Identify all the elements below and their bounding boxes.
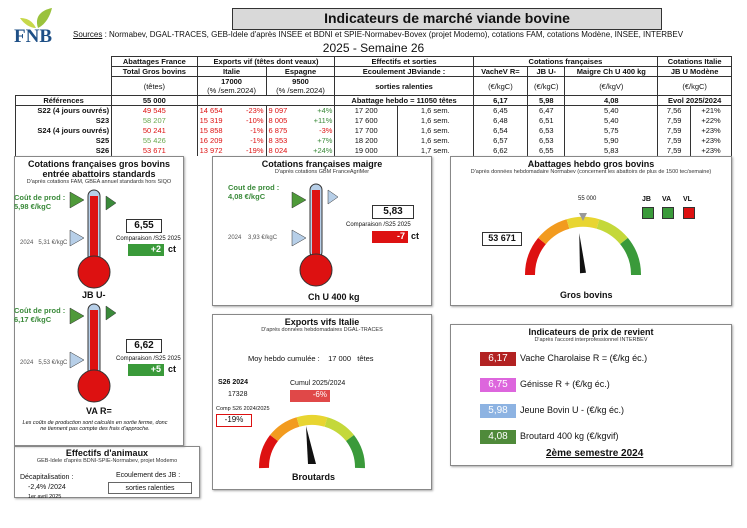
- maigre-cout-label: Cout de prod :: [228, 183, 280, 192]
- prix-label: Jeune Bovin U - (€/kg éc.): [520, 405, 625, 415]
- jb-value: 6,55: [126, 219, 162, 233]
- prix-title: Indicateurs de prix de revient: [528, 327, 654, 337]
- abattages-gauge: [524, 213, 642, 276]
- exports-gauge: [259, 414, 365, 469]
- maigre-thermometer: [291, 183, 339, 287]
- jb-cout-label: Coût de prod :: [14, 193, 66, 202]
- page-title: Indicateurs de marché viande bovine: [232, 8, 662, 30]
- va-delta: +5: [128, 364, 164, 376]
- effectifs-sub: GEB-Idele d'après BDNI-SPIE-Normabev, pr…: [36, 458, 178, 464]
- jb-thermometer: [69, 189, 117, 289]
- maigre-delta-unit: ct: [411, 231, 420, 241]
- va-thermometer: [69, 303, 117, 403]
- legend-vl-label: VL: [683, 196, 692, 203]
- maigre-name: Ch U 400 kg: [308, 292, 360, 302]
- va-name: VA R=: [86, 406, 112, 416]
- exports-comp-value: -19%: [216, 414, 252, 427]
- exports-title: Exports vifs Italie: [284, 317, 360, 327]
- subtitle: 2025 - Semaine 26: [322, 41, 425, 55]
- maigre-2024-value: 3,93 €/kgC: [248, 235, 278, 241]
- table-row: S22 (4 jours ouvrés) 49 545 14 654 -23% 9 09…: [14, 105, 732, 116]
- ecoul-label: Ecoulement des JB :: [116, 472, 181, 479]
- fnb-logo: [14, 6, 66, 50]
- table-row: S24 (4 jours ouvrés) 50 241 15 858 -1% 6 875…: [14, 125, 732, 136]
- exports-s26-label: S26 2024: [218, 379, 248, 386]
- abattages-value: 53 671: [482, 232, 522, 246]
- jb-delta-unit: ct: [168, 244, 177, 254]
- cotations-gros-bovins-panel: Cotations françaises gros bovins entrée …: [14, 156, 184, 446]
- prix-label: Broutard 400 kg (€/kgvif): [520, 431, 619, 441]
- prix-value: 6,17: [480, 352, 516, 366]
- maigre-cout-value: 4,08 €/kgC: [228, 192, 266, 201]
- va-cout-value: 6,17 €/kgC: [14, 315, 52, 324]
- va-cout-label: Coût de prod :: [14, 306, 66, 315]
- jb-delta: +2: [128, 244, 164, 256]
- legend-va-label: VA: [662, 196, 672, 203]
- ecoul-value: sorties ralenties: [108, 482, 192, 494]
- jb-name: JB U-: [82, 290, 106, 300]
- prix-sub: D'après l'accord interprofessionnel INTE…: [534, 337, 648, 343]
- prix-label: Vache Charolaise R = (€/kg éc.): [520, 353, 648, 363]
- maigre-2024-label: 2024: [228, 235, 242, 241]
- abattages-name: Gros bovins: [560, 290, 613, 300]
- abattages-title: Abattages hebdo gros bovins: [527, 159, 655, 169]
- exports-name: Broutards: [292, 472, 336, 482]
- table-row: S25 55 426 16 209 -1% 8 353 +7% 18 200 1,6 sem.…: [14, 135, 732, 146]
- logo-text: FNB: [14, 26, 52, 47]
- jb-comp-label: Comparaison /S25 2025: [116, 236, 181, 242]
- decap-date: 1er avril 2025: [28, 494, 62, 500]
- table-row: S26 53 671 13 972 -19% 8 024 +24% 19 000 1,7 se…: [14, 145, 732, 156]
- exports-comp-label: Comp S26 2024/2025: [216, 406, 270, 412]
- cotations-gb-title: Cotations françaises gros bovins entrée …: [27, 159, 171, 179]
- decap-label: Décapitalisation :: [20, 474, 74, 481]
- jb-2024-value: 5,31 €/kgC: [38, 240, 68, 246]
- exports-cumul-value: -6%: [290, 390, 330, 402]
- maigre-delta: -7: [372, 231, 408, 243]
- legend-vl-square: [683, 207, 695, 219]
- maigre-comp-label: Comparaison /S25 2025: [346, 222, 411, 228]
- va-delta-unit: ct: [168, 364, 177, 374]
- va-2024-label: 2024: [20, 360, 34, 366]
- maigre-panel: Cotations françaises maigre D'après cota…: [212, 156, 432, 306]
- sources: Sources : Normabev, DGAL-TRACES, GEB-Ide…: [73, 30, 684, 39]
- exports-panel: Exports vifs Italie D'après données hebd…: [212, 314, 432, 490]
- exports-sub: D'après données hebdomadaires DGAL-TRACE…: [261, 327, 383, 333]
- prix-panel: Indicateurs de prix de revient D'après l…: [450, 324, 732, 466]
- prix-label: Génisse R + (€/kg éc.): [520, 379, 610, 389]
- abattages-ref: 55 000: [578, 196, 597, 202]
- cout-note: Les coûts de production sont calculés en…: [22, 420, 168, 432]
- table-row: S23 58 207 15 319 -10% 8 005 +11% 17 600 1,6 se…: [14, 115, 732, 126]
- market-table: Abattages France Exports vif (têtes dont…: [14, 56, 732, 156]
- prix-semestre: 2ème semestre 2024: [546, 448, 644, 459]
- legend-jb-square: [642, 207, 654, 219]
- cotations-gb-sub: D'après cotations FAM, GBEA annuel stand…: [26, 179, 172, 185]
- maigre-value: 5,83: [372, 205, 414, 219]
- exports-s26-value: 17328: [228, 391, 248, 398]
- leaf-icon: [20, 8, 52, 28]
- abattages-sub: D'après données hebdomadaire Normabev (c…: [470, 169, 712, 175]
- maigre-sub: D'après cotations GBM FranceAgriMer: [274, 169, 370, 175]
- jb-2024-label: 2024: [20, 240, 34, 246]
- prix-value: 6,75: [480, 378, 516, 392]
- prix-value: 4,08: [480, 430, 516, 444]
- exports-moy: Moy hebdo cumulée : 17 000 têtes: [248, 354, 374, 363]
- abattages-panel: Abattages hebdo gros bovins D'après donn…: [450, 156, 732, 306]
- legend-va-square: [662, 207, 674, 219]
- va-comp-label: Comparaison /S25 2025: [116, 356, 181, 362]
- prix-value: 5,98: [480, 404, 516, 418]
- effectifs-title: Effectifs d'animaux: [65, 448, 149, 458]
- legend-jb-label: JB: [642, 196, 651, 203]
- maigre-title: Cotations françaises maigre: [261, 159, 383, 169]
- va-2024-value: 5,53 €/kgC: [38, 360, 68, 366]
- jb-cout-value: 5,98 €/kgC: [14, 202, 52, 211]
- exports-cumul-label: Cumul 2025/2024: [290, 380, 346, 387]
- effectifs-panel: Effectifs d'animaux GEB-Idele d'après BD…: [14, 446, 200, 498]
- va-value: 6,62: [126, 339, 162, 353]
- decap-value: -2,4% /2024: [28, 484, 66, 491]
